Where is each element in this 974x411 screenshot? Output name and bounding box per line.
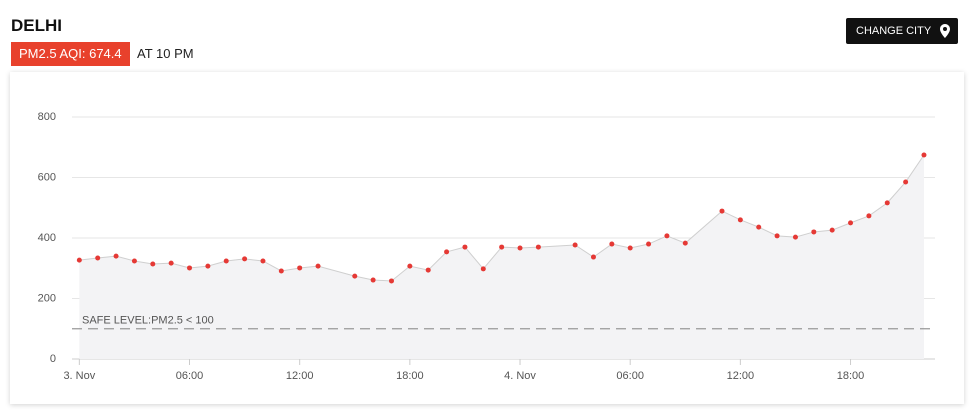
point (297, 265, 303, 271)
point (113, 253, 119, 259)
point (278, 268, 284, 274)
pin-icon (940, 24, 950, 38)
point (756, 224, 762, 230)
point (609, 241, 615, 247)
point (462, 244, 468, 250)
point (572, 242, 578, 248)
point (407, 263, 413, 269)
point (388, 278, 394, 284)
point (205, 263, 211, 269)
point (370, 277, 376, 283)
x-tick-label: 3. Nov (63, 370, 95, 382)
area (79, 154, 924, 359)
point (792, 234, 798, 240)
y-tick-label: 600 (38, 171, 56, 183)
point (242, 256, 248, 262)
y-tick-label: 800 (38, 111, 56, 123)
point (646, 241, 652, 247)
point (168, 260, 174, 266)
point (719, 208, 725, 214)
point (682, 240, 688, 246)
point (480, 266, 486, 272)
point (903, 179, 909, 185)
x-tick-label: 12:00 (727, 370, 755, 382)
point (444, 249, 450, 255)
x-tick-label: 12:00 (286, 370, 314, 382)
point (774, 233, 780, 239)
point (150, 261, 156, 267)
point (737, 217, 743, 223)
point (223, 258, 229, 264)
point (187, 265, 193, 271)
point (664, 233, 670, 239)
point (131, 258, 137, 264)
x-tick-label: 06:00 (616, 370, 644, 382)
y-tick-label: 400 (38, 232, 56, 244)
point (811, 229, 817, 235)
x-tick-label: 18:00 (396, 370, 424, 382)
point (848, 220, 854, 226)
point (315, 263, 321, 269)
x-tick-label: 18:00 (837, 370, 865, 382)
safe-level-label: SAFE LEVEL:PM2.5 < 100 (82, 315, 214, 327)
point (884, 200, 890, 206)
point (627, 245, 633, 251)
point (260, 258, 266, 264)
point (352, 273, 358, 279)
point (517, 245, 523, 251)
point (535, 244, 541, 250)
point (829, 227, 835, 233)
point (921, 152, 927, 158)
point (866, 213, 872, 219)
point (499, 244, 505, 250)
point (76, 257, 82, 263)
x-tick-label: 4. Nov (504, 370, 536, 382)
y-tick-label: 0 (50, 353, 56, 365)
point (590, 254, 596, 260)
button-label: CHANGE CITY (856, 25, 932, 37)
line (79, 154, 925, 282)
y-tick-label: 200 (38, 292, 56, 304)
point (95, 255, 101, 261)
city-title: DELHI (11, 16, 62, 35)
change-city-button[interactable]: CHANGE CITY (846, 18, 958, 44)
point (425, 267, 431, 273)
time-label: AT 10 PM (137, 46, 194, 61)
aqi-badge: PM2.5 AQI: 674.4 (11, 42, 130, 66)
x-tick-label: 06:00 (176, 370, 204, 382)
